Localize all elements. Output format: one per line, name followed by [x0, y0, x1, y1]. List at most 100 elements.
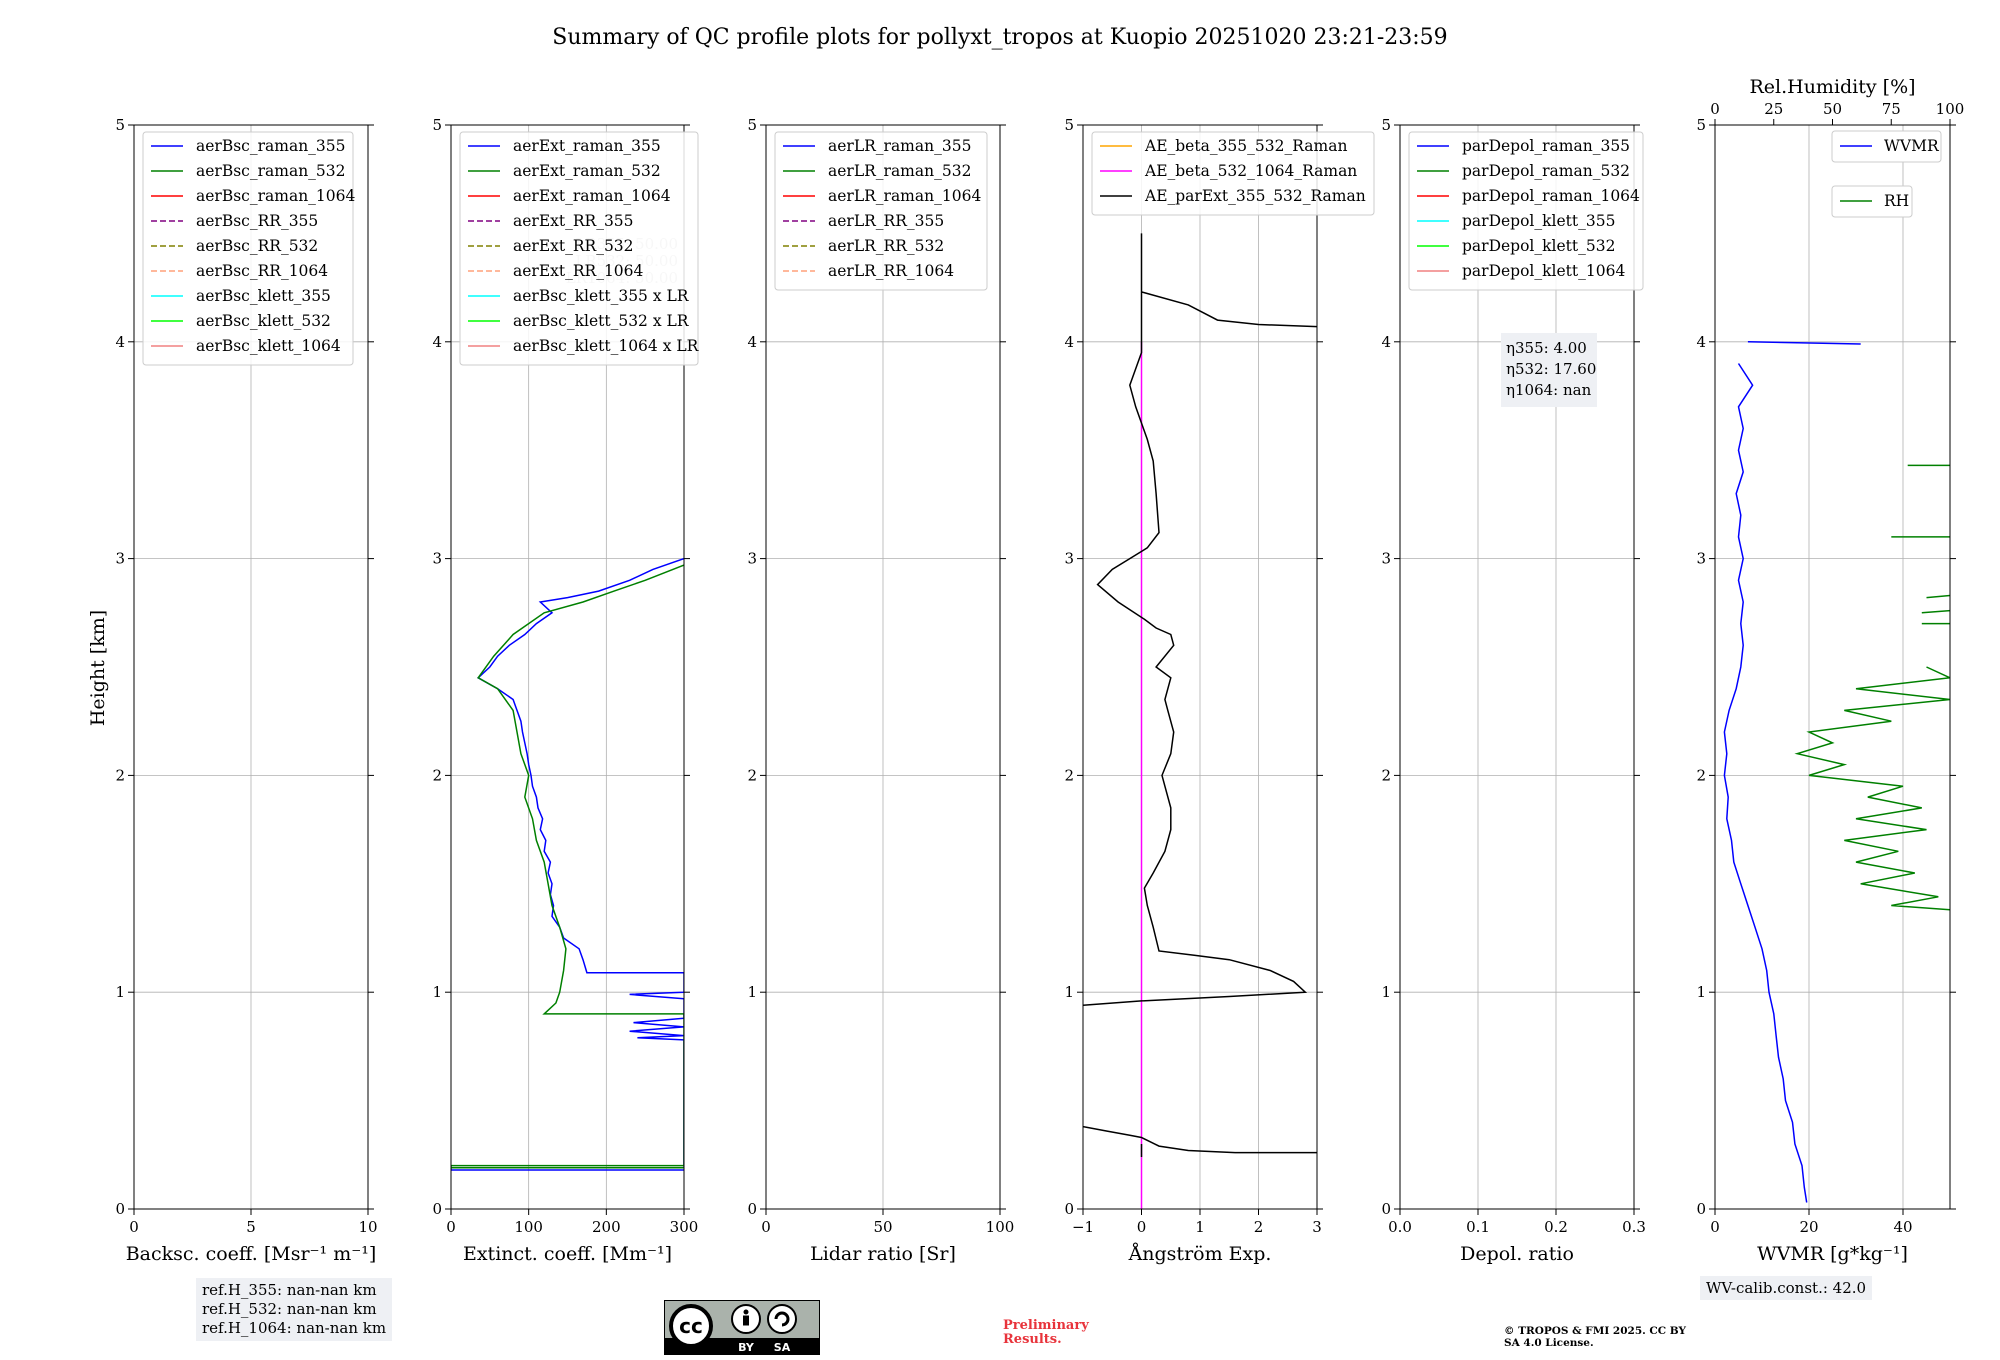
- ref-height-1064: ref.H_1064: nan-nan km: [202, 1319, 387, 1337]
- y-tick-label: 0: [432, 1200, 442, 1218]
- y-tick-label: 2: [115, 766, 125, 784]
- x-tick-label: 0.3: [1622, 1218, 1646, 1236]
- x-axis-label: Lidar ratio [Sr]: [810, 1243, 956, 1265]
- legend-entry: aerBsc_RR_532: [196, 237, 318, 255]
- cc-by-label: BY: [738, 1341, 755, 1354]
- x-tick-label: 2: [1254, 1218, 1264, 1236]
- panel-3: 0 50 100 0 1 2 3 4 5 Lidar ratio [Sr] aerLR_raman_…: [747, 116, 1014, 1265]
- y-tick-label: 1: [1696, 983, 1706, 1001]
- y-tick-label: 5: [115, 116, 125, 134]
- x-tick-label: 5: [246, 1218, 256, 1236]
- y-tick-label: 3: [1064, 550, 1074, 568]
- copyright-note: © TROPOS & FMI 2025. CC BY SA 4.0 Licens…: [1504, 1325, 1686, 1349]
- legend-entry: aerLR_RR_355: [828, 212, 944, 230]
- y-tick-label: 2: [747, 766, 757, 784]
- legend-entry: parDepol_raman_532: [1462, 162, 1630, 180]
- y-tick-label: 0: [747, 1200, 757, 1218]
- y-tick-label: 5: [1381, 116, 1391, 134]
- x-axis-label: Extinct. coeff. [Mm⁻¹]: [463, 1243, 672, 1265]
- legend-frame: [774, 131, 988, 291]
- y-tick-label: 2: [432, 766, 442, 784]
- y-tick-label: 5: [1696, 116, 1706, 134]
- legend-entry: AE_beta_355_532_Raman: [1144, 137, 1347, 155]
- x-tick-label: 10: [358, 1218, 377, 1236]
- x-tick-label: 0.1: [1466, 1218, 1490, 1236]
- eta-annotation: η1064: nan: [1506, 381, 1592, 399]
- eta-annotation: η355: 4.00: [1506, 339, 1587, 357]
- x2-tick-label: 0: [1710, 100, 1720, 118]
- legend-entry: aerExt_RR_1064: [513, 262, 644, 280]
- legend-entry: aerLR_raman_1064: [828, 187, 981, 205]
- legend-entry: aerBsc_klett_355: [196, 287, 331, 305]
- x-axis-label: Ångström Exp.: [1128, 1243, 1272, 1265]
- y-tick-label: 4: [1381, 333, 1391, 351]
- x-tick-label: 50: [873, 1218, 892, 1236]
- legend-frame: [459, 131, 699, 366]
- x-tick-label: 0: [1137, 1218, 1147, 1236]
- cc-license-logo: cc BY SA: [664, 1300, 820, 1355]
- legend-entry: aerBsc_klett_532: [196, 312, 331, 330]
- legend-entry: aerLR_raman_355: [828, 137, 971, 155]
- x-axis-label: Backsc. coeff. [Msr⁻¹ m⁻¹]: [126, 1243, 377, 1265]
- series-lines: [1723, 341, 1950, 1203]
- legend-entry: WVMR: [1884, 137, 1940, 155]
- legend-entry: aerExt_raman_532: [513, 162, 661, 180]
- eta-box: [1501, 333, 1597, 407]
- y-tick-label: 4: [747, 333, 757, 351]
- x-tick-label: 1: [1195, 1218, 1205, 1236]
- series-line-WVMR: [1723, 341, 1861, 1203]
- legend: parDepol_raman_355 parDepol_raman_532 parD…: [1408, 131, 1644, 291]
- legend-frame: [1091, 131, 1375, 216]
- x-tick-label: 20: [1799, 1218, 1818, 1236]
- y-tick-label: 5: [747, 116, 757, 134]
- y-tick-label: 3: [1381, 550, 1391, 568]
- legend-entry: parDepol_klett_1064: [1462, 262, 1625, 280]
- axes-frame: [765, 124, 1001, 1210]
- legend-entry: aerLR_RR_532: [828, 237, 944, 255]
- cc-sa-label: SA: [774, 1341, 791, 1354]
- x-tick-label: 0.2: [1544, 1218, 1568, 1236]
- y-tick-label: 1: [115, 983, 125, 1001]
- ref-height-532: ref.H_532: nan-nan km: [202, 1300, 377, 1318]
- x-tick-label: 300: [670, 1218, 699, 1236]
- axes-frame: [450, 124, 685, 1210]
- x2-tick-label: 75: [1882, 100, 1901, 118]
- x2-tick-label: 50: [1823, 100, 1842, 118]
- x-tick-label: 100: [514, 1218, 543, 1236]
- y-tick-label: 1: [747, 983, 757, 1001]
- y-tick-label: 0: [1381, 1200, 1391, 1218]
- eta-annotation: η532: 17.60: [1506, 360, 1596, 378]
- legend-entry: RH: [1884, 192, 1909, 210]
- legend-entry: parDepol_raman_355: [1462, 137, 1630, 155]
- preliminary-results-note: Preliminary Results.: [1003, 1318, 1089, 1347]
- y-tick-label: 0: [115, 1200, 125, 1218]
- legend-entry: aerExt_raman_1064: [513, 187, 671, 205]
- axes-frame: [1082, 124, 1318, 1210]
- panel-5: 0.0 0.1 0.2 0.3 0 1 2 3 4 5 Depol. ratio η355: 4.00…: [1381, 116, 1645, 1265]
- y-tick-label: 4: [115, 333, 125, 351]
- x-tick-label: 0: [761, 1218, 771, 1236]
- legend-entry: AE_parExt_355_532_Raman: [1144, 187, 1366, 205]
- series-lines: [451, 557, 684, 1171]
- x-tick-label: 40: [1893, 1218, 1912, 1236]
- series-line-AE_parExt_355_532_Raman: [1083, 233, 1317, 1157]
- legend-frame-wvmr: [1831, 130, 1942, 163]
- x-tick-label: 200: [592, 1218, 621, 1236]
- x-tick-label: 3: [1312, 1218, 1322, 1236]
- legend-entry: aerBsc_raman_532: [196, 162, 346, 180]
- legend-entry: aerExt_RR_355: [513, 212, 634, 230]
- y-tick-label: 3: [747, 550, 757, 568]
- axes-frame: [1399, 124, 1635, 1210]
- y-tick-label: 4: [432, 333, 442, 351]
- legend-entry: aerBsc_raman_1064: [196, 187, 356, 205]
- legend-entry: parDepol_klett_532: [1462, 237, 1615, 255]
- legend: aerExt_raman_355 aerExt_raman_532 aerExt_r…: [459, 131, 700, 366]
- legend-entry: aerBsc_RR_355: [196, 212, 318, 230]
- series-line-aerExt_raman_355: [451, 557, 684, 1171]
- y-tick-label: 1: [1381, 983, 1391, 1001]
- y-tick-label: 3: [432, 550, 442, 568]
- x-axis-label: WVMR [g*kg⁻¹]: [1757, 1243, 1908, 1265]
